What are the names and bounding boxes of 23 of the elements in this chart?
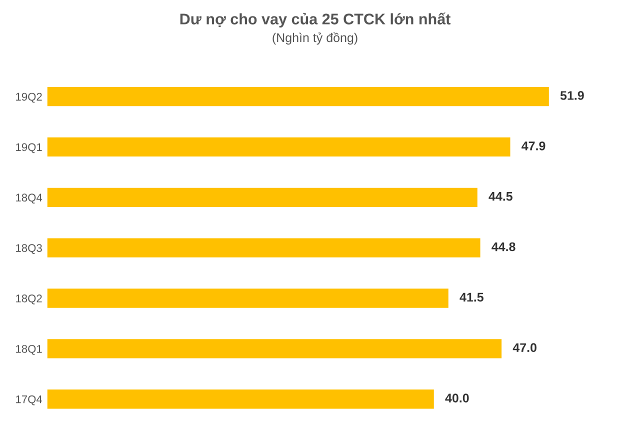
data-label: 51.9 (560, 91, 584, 100)
bar (47, 86, 549, 106)
data-label: 47.9 (522, 141, 546, 150)
bar (47, 339, 502, 358)
data-label: 44.8 (492, 242, 516, 252)
data-label: 41.5 (460, 292, 484, 302)
y-tick-label: 19Q2 (16, 92, 42, 103)
data-label: 40.0 (445, 394, 469, 402)
y-tick-label: 18Q3 (16, 244, 42, 254)
chart-title: Dư nợ cho vay của 25 CTCK lớn nhất (180, 12, 450, 28)
bar (47, 238, 480, 258)
bar (47, 390, 434, 409)
chart-subtitle: (Nghìn tỷ đồng) (272, 32, 358, 45)
y-tick-label: 19Q1 (16, 143, 42, 154)
data-label: 44.5 (488, 192, 512, 201)
data-label: 47.0 (512, 343, 536, 352)
y-tick-label: 18Q2 (16, 294, 42, 304)
y-tick-label: 17Q4 (16, 395, 42, 406)
y-tick-label: 18Q1 (16, 344, 42, 355)
bar (47, 188, 478, 207)
bar (47, 137, 510, 157)
y-tick-label: 18Q4 (16, 194, 42, 204)
bar (47, 288, 448, 308)
